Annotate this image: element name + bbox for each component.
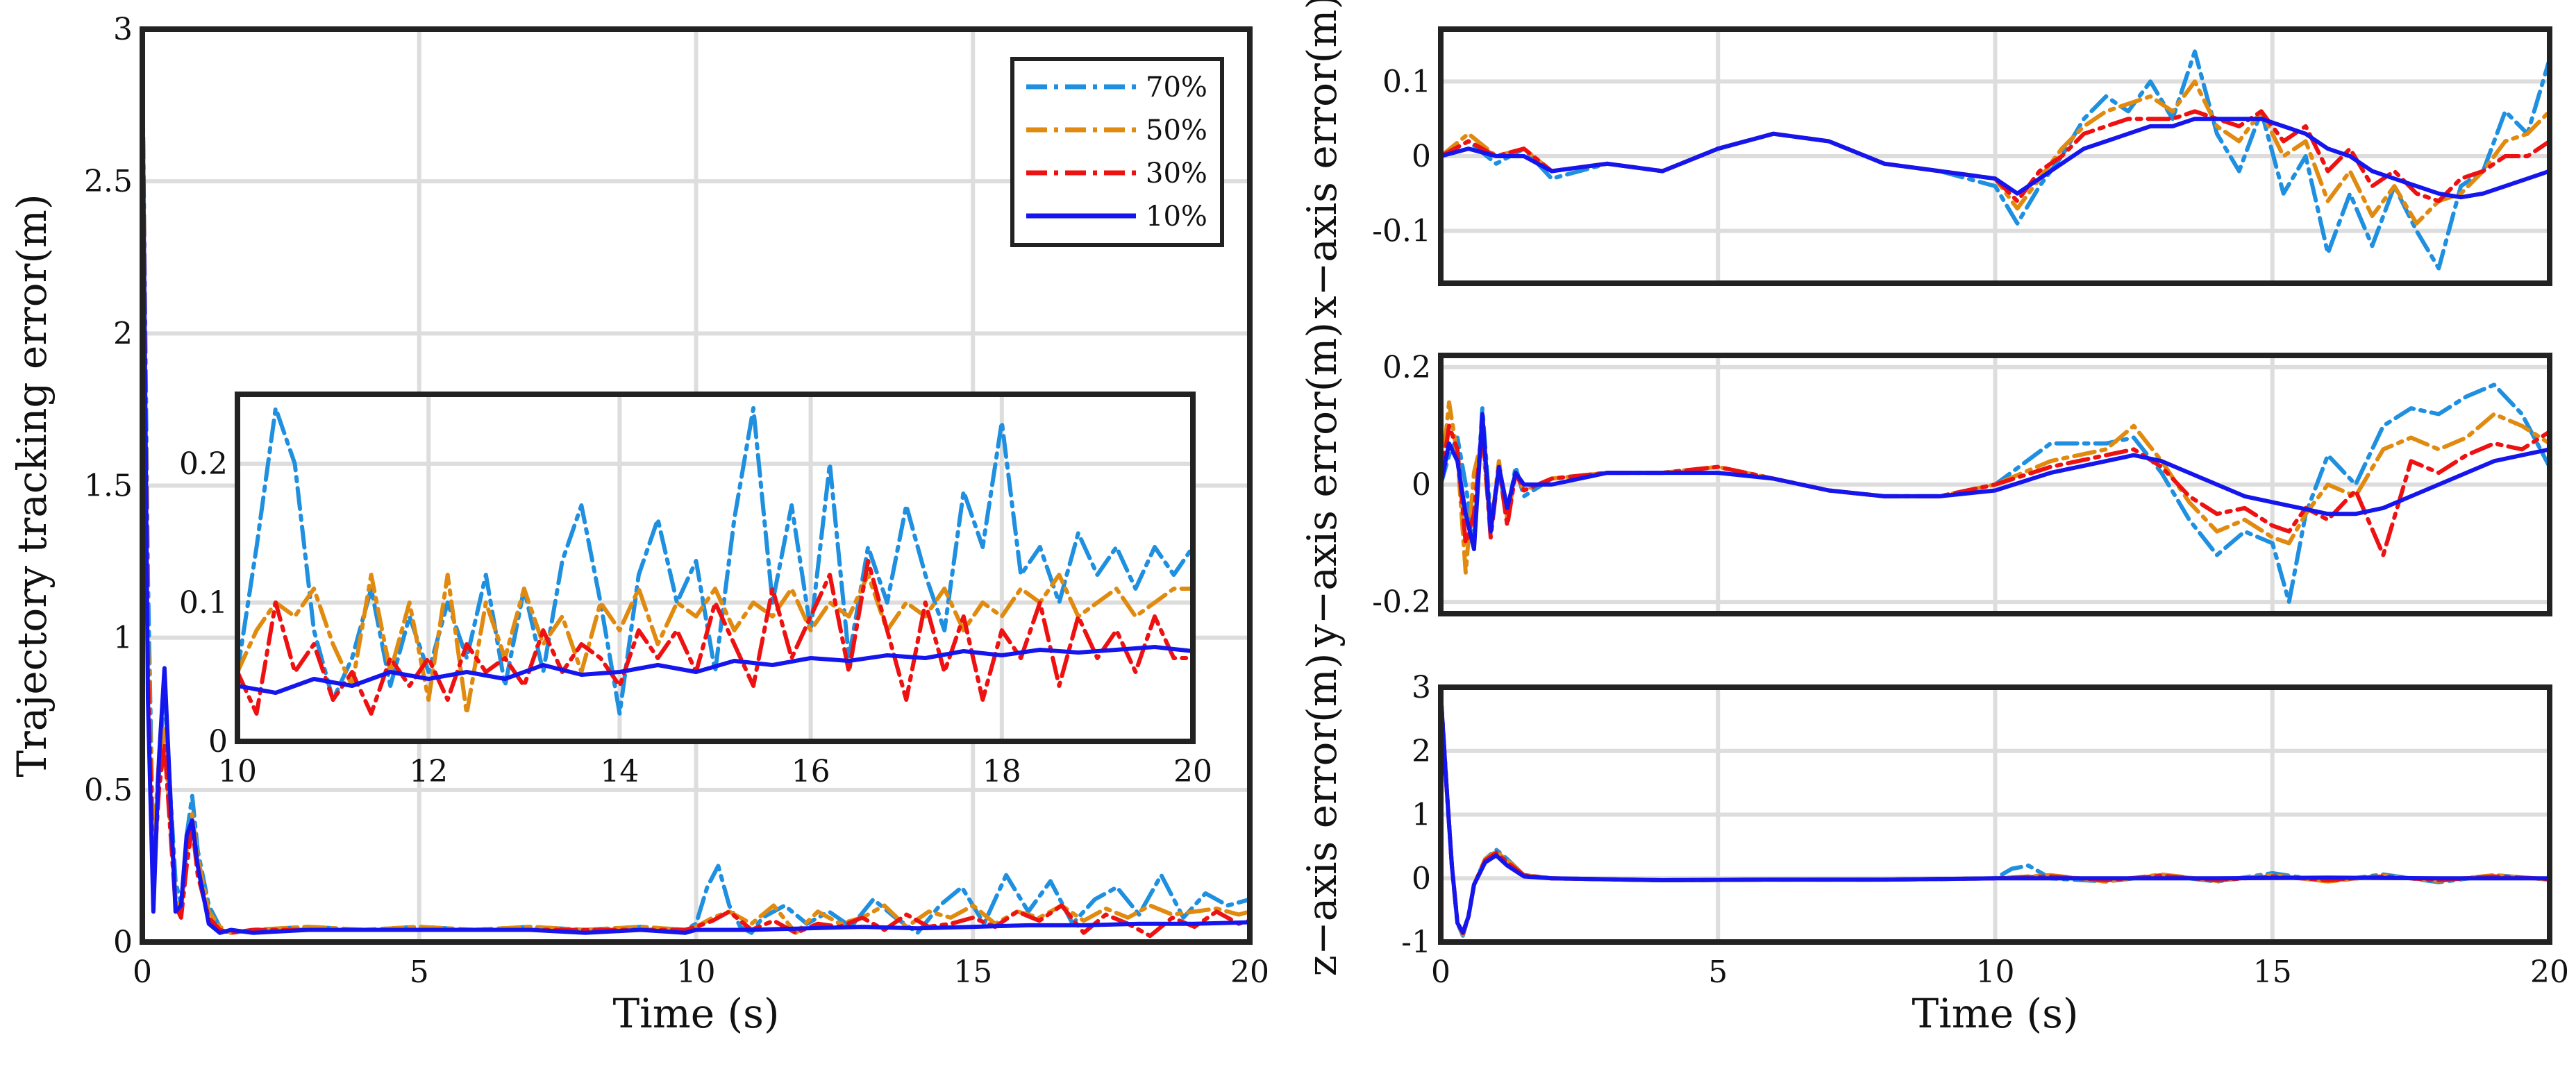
x-axis-ytick-label: 0.1 xyxy=(1382,64,1431,99)
legend: 70% 50% 30% 10% xyxy=(1010,57,1224,247)
y-axis-series-10pct xyxy=(1441,412,2550,551)
y-axis-ytick-label: -0.2 xyxy=(1372,585,1431,620)
z-axis-xlabel: Time (s) xyxy=(1912,990,2078,1037)
inset-xtick-label: 14 xyxy=(600,754,639,789)
inset-ytick-label: 0.2 xyxy=(179,446,228,482)
chart-y-axis: -0.2 0 0.2 y−axis error(m) xyxy=(1298,322,2552,648)
main-xlabel: Time (s) xyxy=(612,990,779,1037)
main-ylabel: Trajectory tracking error(m) xyxy=(8,194,56,777)
z-axis-ytick-label: 3 xyxy=(1412,670,1431,705)
z-axis-xtick-label: 15 xyxy=(2253,955,2292,990)
x-axis-ytick-label: 0 xyxy=(1412,139,1431,174)
y-axis-ylabel: y−axis error(m) xyxy=(1298,322,1346,648)
main-axes-frame xyxy=(140,26,1253,945)
x-axis-series-10pct xyxy=(1441,117,2550,200)
z-axis-xtick-label: 10 xyxy=(1976,955,2015,990)
x-axis-ytick-label: -0.1 xyxy=(1372,214,1431,249)
inset-xtick-label: 10 xyxy=(218,754,257,789)
y-axis-series xyxy=(1441,383,2550,605)
legend-label: 30% xyxy=(1146,158,1207,190)
inset-series xyxy=(237,406,1193,716)
legend-label: 50% xyxy=(1146,115,1207,146)
main-xtick-label: 10 xyxy=(677,955,716,990)
main-ytick-label: 0 xyxy=(113,925,133,960)
inset-series-70pct xyxy=(237,406,1193,716)
main-series-10pct xyxy=(142,57,1250,935)
main-xtick-label: 20 xyxy=(1230,955,1269,990)
inset-plot-area xyxy=(237,394,1193,741)
z-axis-ytick-label: -1 xyxy=(1401,925,1431,960)
y-axis-axes-frame xyxy=(1438,353,2552,616)
z-axis-xtick-label: 20 xyxy=(2530,955,2569,990)
z-axis-xtick-label: 5 xyxy=(1708,955,1728,990)
inset-ytick-label: 0 xyxy=(208,724,228,759)
z-axis-ytick-label: 2 xyxy=(1412,734,1431,769)
chart-inset: 0 0.1 0.2 10 12 14 16 18 20 xyxy=(179,392,1212,789)
x-axis-ylabel: x−axis error(m) xyxy=(1298,0,1346,319)
x-axis-axes-frame xyxy=(1438,26,2552,286)
chart-x-axis: -0.1 0 0.1 x−axis error(m) xyxy=(1298,0,2552,319)
x-axis-series xyxy=(1441,49,2550,271)
inset-xtick-label: 12 xyxy=(409,754,448,789)
main-xtick-label: 5 xyxy=(410,955,429,990)
z-axis-ytick-label: 0 xyxy=(1412,861,1431,896)
inset-xtick-label: 20 xyxy=(1173,754,1212,789)
main-ytick-label: 2 xyxy=(113,316,133,351)
z-axis-ytick-label: 1 xyxy=(1412,798,1431,833)
main-ytick-label: 1 xyxy=(113,621,133,656)
inset-series-30pct xyxy=(237,559,1193,716)
main-series xyxy=(142,57,1250,939)
inset-ytick-label: 0.1 xyxy=(179,585,228,621)
z-axis-series-10pct xyxy=(1441,691,2550,935)
z-axis-ylabel: z−axis error(m) xyxy=(1298,653,1346,977)
y-axis-ytick-label: 0 xyxy=(1412,467,1431,503)
main-ytick-label: 2.5 xyxy=(84,164,133,199)
inset-series-50pct xyxy=(237,573,1193,716)
inset-series-10pct xyxy=(237,645,1193,695)
z-axis-axes-frame xyxy=(1438,684,2552,945)
inset-xtick-label: 18 xyxy=(982,754,1021,789)
main-ytick-label: 1.5 xyxy=(84,469,133,504)
y-axis-ytick-label: 0.2 xyxy=(1382,350,1431,385)
z-axis-xtick-label: 0 xyxy=(1431,955,1450,990)
legend-label: 70% xyxy=(1146,72,1207,103)
main-series-30pct xyxy=(142,57,1250,939)
inset-axes-frame xyxy=(235,392,1196,744)
main-ytick-label: 3 xyxy=(113,12,133,47)
main-xtick-label: 0 xyxy=(133,955,152,990)
main-xtick-label: 15 xyxy=(953,955,992,990)
inset-xtick-label: 16 xyxy=(792,754,830,789)
legend-label: 10% xyxy=(1146,201,1207,233)
x-axis-series-50pct xyxy=(1441,79,2550,226)
z-axis-series xyxy=(1441,691,2550,938)
main-ytick-label: 0.5 xyxy=(84,773,133,808)
main-series-70pct xyxy=(142,57,1250,935)
